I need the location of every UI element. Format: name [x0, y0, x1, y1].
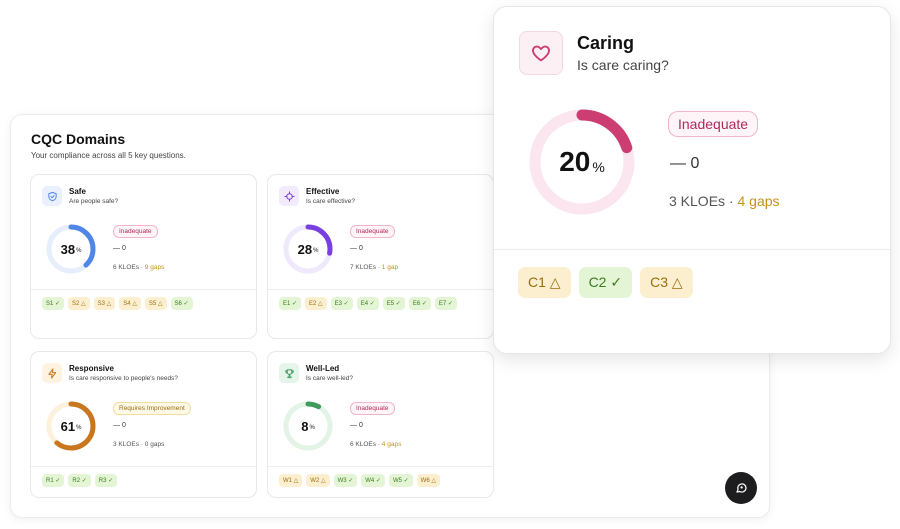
divider	[268, 289, 493, 290]
kloe-chip[interactable]: S3 △	[93, 297, 116, 310]
kloe-chip[interactable]: S6 ✓	[170, 297, 193, 310]
domain-card-well-led[interactable]: Well-Led Is care well-led? 8% Inadequate…	[267, 351, 494, 498]
kloe-summary: 6 KLOEs · 9 gaps	[113, 264, 165, 271]
rating-badge: Requires Improvement	[113, 402, 191, 415]
kloe-chip[interactable]: W6 △	[416, 474, 440, 487]
kloe-chip[interactable]: C1 △	[518, 267, 571, 298]
gap-count: 9 gaps	[144, 264, 165, 271]
score-ring: 38%	[45, 223, 97, 275]
gap-count: 4 gaps	[737, 193, 780, 209]
rating-badge: Inadequate	[350, 225, 395, 238]
domain-card-effective[interactable]: Effective Is care effective? 28% Inadequ…	[267, 174, 494, 339]
kloe-chip[interactable]: E5 ✓	[382, 297, 405, 310]
kloe-chips: R1 ✓ R2 ✓ R3 ✓	[42, 474, 247, 487]
kloe-summary: 6 KLOEs · 4 gaps	[350, 441, 402, 448]
panel-subtitle: Your compliance across all 5 key questio…	[31, 151, 186, 160]
trophy-icon	[279, 363, 299, 383]
kloe-chips: C1 △ C2 ✓ C3 △	[518, 267, 693, 298]
kloe-chip[interactable]: R2 ✓	[68, 474, 91, 487]
rating-badge: Inadequate	[668, 111, 759, 137]
rating-badge: Inadequate	[350, 402, 395, 415]
trend-value: — 0	[350, 422, 363, 429]
kloe-chips: E1 ✓ E2 △ E3 ✓ E4 ✓ E5 ✓ E6 ✓ E7 ✓	[279, 297, 484, 310]
divider	[31, 289, 256, 290]
score-value: 38%	[60, 241, 82, 257]
kloe-chip[interactable]: E4 ✓	[356, 297, 379, 310]
trend-value: — 0	[113, 422, 126, 429]
score-arc	[46, 401, 96, 451]
kloe-chip[interactable]: E6 ✓	[408, 297, 431, 310]
kloe-chip[interactable]: W5 ✓	[388, 474, 413, 487]
gap-count: 4 gaps	[381, 441, 402, 448]
divider	[31, 466, 256, 467]
domain-name: Well-Led	[306, 364, 340, 373]
kloe-chip[interactable]: C3 △	[640, 267, 693, 298]
domain-card-responsive[interactable]: Responsive Is care responsive to people'…	[30, 351, 257, 498]
score-value: 28%	[297, 241, 319, 257]
kloe-summary: 3 KLOEs · 0 gaps	[113, 441, 165, 448]
kloe-chip[interactable]: R1 ✓	[42, 474, 65, 487]
score-arc	[529, 109, 635, 215]
kloe-chip[interactable]: S5 △	[144, 297, 167, 310]
score-value: 61%	[60, 418, 82, 434]
domain-question: Is care effective?	[306, 198, 356, 205]
kloe-chip[interactable]: S4 △	[119, 297, 141, 310]
kloe-chip[interactable]: C2 ✓	[578, 267, 633, 298]
domain-question: Is care caring?	[577, 57, 669, 73]
score-arc	[46, 224, 96, 274]
score-ring: 28%	[282, 223, 334, 275]
kloe-chip[interactable]: E7 ✓	[434, 297, 457, 310]
domain-question: Is care responsive to people's needs?	[69, 375, 178, 382]
domain-name: Caring	[577, 33, 635, 53]
kloe-summary: 3 KLOEs · 4 gaps	[669, 193, 780, 209]
kloe-chip[interactable]: S1 ✓	[42, 297, 65, 310]
trend-value: — 0	[670, 155, 700, 172]
kloe-chip[interactable]: W2 △	[306, 474, 330, 487]
heart-icon	[519, 31, 563, 75]
kloe-chip[interactable]: R3 ✓	[94, 474, 118, 487]
score-value: 20%	[559, 146, 605, 177]
score-ring: 20%	[527, 107, 637, 217]
score-arc	[283, 224, 333, 274]
kloe-chips: S1 ✓ S2 △ S3 △ S4 △ S5 △ S6 ✓	[42, 297, 247, 310]
gap-count: 0 gaps	[144, 441, 165, 448]
domain-name: Safe	[69, 187, 86, 196]
shield-icon	[42, 186, 62, 206]
kloe-chip[interactable]: W1 △	[279, 474, 303, 487]
score-value: 8%	[301, 418, 315, 434]
kloe-chips: W1 △ W2 △ W3 ✓ W4 ✓ W5 ✓ W6 △	[279, 474, 484, 487]
kloe-summary: 7 KLOEs · 1 gap	[350, 264, 399, 271]
score-arc	[283, 401, 333, 451]
kloe-chip[interactable]: E1 ✓	[279, 297, 302, 310]
gap-count: 1 gap	[381, 264, 399, 271]
domain-name: Effective	[306, 187, 340, 196]
score-ring: 8%	[282, 400, 334, 452]
panel-title: CQC Domains	[31, 131, 126, 147]
domain-name: Responsive	[69, 364, 114, 373]
trend-value: — 0	[350, 245, 363, 252]
chat-button[interactable]	[725, 472, 757, 504]
divider	[268, 466, 493, 467]
lightning-icon	[42, 363, 62, 383]
trend-value: — 0	[113, 245, 126, 252]
domain-question: Is care well-led?	[306, 375, 353, 382]
domain-card-safe[interactable]: Safe Are people safe? 38% Inadequate — 0…	[30, 174, 257, 339]
kloe-chip[interactable]: E3 ✓	[330, 297, 353, 310]
divider	[494, 249, 890, 250]
chat-icon	[736, 483, 747, 493]
rating-badge: Inadequate	[113, 225, 158, 238]
score-ring: 61%	[45, 400, 97, 452]
kloe-chip[interactable]: W3 ✓	[333, 474, 358, 487]
domain-card-caring[interactable]: Caring Is care caring? 20% Inadequate — …	[493, 6, 891, 354]
domain-question: Are people safe?	[69, 198, 119, 205]
kloe-chip[interactable]: S2 △	[68, 297, 90, 310]
kloe-chip[interactable]: E2 △	[305, 297, 327, 310]
target-icon	[279, 186, 299, 206]
kloe-chip[interactable]: W4 ✓	[361, 474, 385, 487]
